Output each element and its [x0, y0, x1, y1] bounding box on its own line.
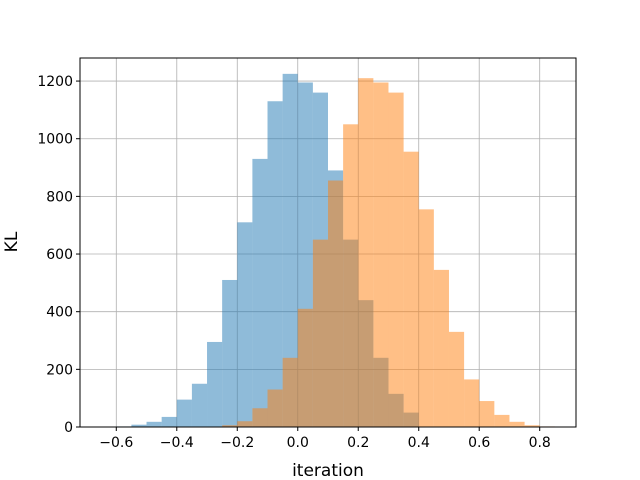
- histogram-bar-series-1: [267, 101, 283, 427]
- histogram-bar-series-2: [373, 82, 389, 427]
- histogram-bar-series-1: [191, 383, 208, 427]
- x-tick-label: 0.0: [287, 435, 309, 451]
- y-tick-label: 1200: [37, 74, 73, 90]
- histogram-bar-series-2: [433, 269, 449, 427]
- histogram-bar-series-2: [222, 425, 238, 427]
- x-axis-label: iteration: [292, 461, 364, 480]
- histogram-bar-series-2: [448, 331, 465, 427]
- histogram-bar-series-2: [388, 92, 404, 427]
- y-tick-label: 1000: [37, 132, 73, 148]
- histogram-bar-series-2: [403, 151, 419, 427]
- y-tick-label: 200: [46, 362, 73, 378]
- histogram-bar-series-2: [312, 239, 328, 427]
- histogram-bar-series-1: [237, 222, 253, 427]
- y-tick-label: 400: [46, 305, 73, 321]
- y-axis-ticks: 0 200 400 600 800 1000 1200: [37, 74, 80, 436]
- y-tick-label: 600: [46, 247, 73, 263]
- histogram-bar-series-2: [252, 408, 268, 427]
- histogram-bar-series-1: [207, 341, 223, 427]
- histogram-bar-series-2: [328, 180, 344, 427]
- histogram-bar-series-2: [343, 124, 359, 427]
- histogram-bar-series-2: [267, 389, 283, 427]
- histogram-bar-series-2: [464, 379, 480, 427]
- histogram-bar-series-1: [176, 399, 192, 427]
- histogram-bar-series-1: [282, 73, 298, 427]
- x-tick-label: 0.8: [529, 435, 551, 451]
- x-tick-label: −0.6: [99, 435, 133, 451]
- histogram-bar-series-1: [222, 279, 238, 427]
- y-axis-label: KL: [2, 231, 22, 252]
- histogram-bar-series-1: [161, 416, 177, 427]
- plot-frame: [79, 57, 577, 428]
- histogram-bar-series-2: [509, 421, 525, 427]
- histogram-bar-series-2: [494, 414, 510, 427]
- histogram-bar-series-2: [282, 357, 298, 427]
- x-tick-label: 0.4: [408, 435, 430, 451]
- histogram-bar-series-2: [418, 209, 434, 427]
- histogram-bar-series-2: [358, 78, 374, 427]
- histogram-bar-series-2: [297, 308, 313, 427]
- histogram-bar-series-1: [252, 158, 268, 427]
- x-tick-label: −0.4: [160, 435, 194, 451]
- x-tick-label: 0.2: [347, 435, 369, 451]
- histogram-bar-series-1: [131, 424, 147, 427]
- x-tick-label: 0.6: [468, 435, 490, 451]
- histogram-bar-series-2: [524, 425, 540, 427]
- histogram-bar-series-1: [146, 421, 162, 427]
- y-tick-label: 800: [46, 189, 73, 205]
- histogram-bar-series-2: [237, 421, 253, 427]
- histogram-bar-series-2: [479, 401, 495, 427]
- y-tick-label: 0: [64, 420, 73, 436]
- x-axis-ticks: −0.6 −0.4 −0.2 0.0 0.2 0.4 0.6 0.8: [99, 427, 551, 451]
- x-tick-label: −0.2: [220, 435, 254, 451]
- histogram-bars: [116, 73, 555, 427]
